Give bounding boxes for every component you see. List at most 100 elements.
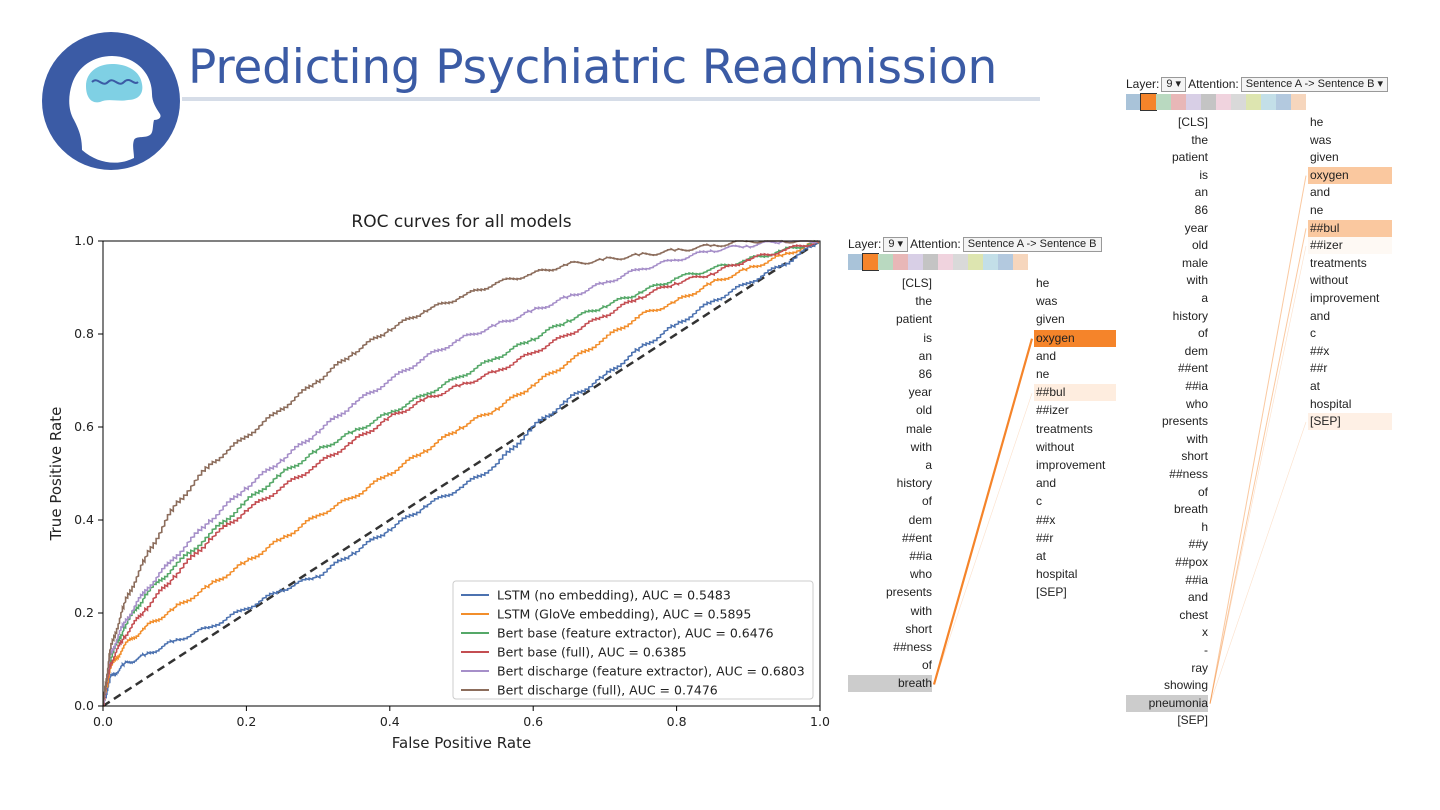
left-token[interactable]: 86: [918, 367, 932, 381]
right-token[interactable]: c: [1310, 326, 1316, 341]
right-token[interactable]: ##x: [1310, 343, 1330, 358]
left-token[interactable]: is: [923, 330, 932, 345]
right-token[interactable]: he: [1036, 276, 1050, 290]
attention-head-swatch[interactable]: [1261, 94, 1276, 110]
left-token[interactable]: with: [910, 603, 932, 618]
layer-select[interactable]: 9 ▾: [1161, 77, 1187, 93]
left-token[interactable]: showing: [1163, 678, 1208, 693]
right-token[interactable]: ##izer: [1036, 403, 1069, 418]
attention-head-swatch[interactable]: [938, 254, 953, 270]
left-token[interactable]: ##ent: [1177, 361, 1208, 376]
left-token[interactable]: x: [1202, 625, 1208, 640]
right-token[interactable]: hospital: [1310, 396, 1352, 411]
right-token[interactable]: ##bul: [1034, 384, 1116, 402]
attention-head-swatch[interactable]: [1216, 94, 1231, 110]
left-token[interactable]: breath: [1173, 502, 1208, 517]
attention-head-swatch[interactable]: [878, 254, 893, 270]
left-token[interactable]: ##pox: [1175, 555, 1208, 569]
left-token[interactable]: with: [1186, 273, 1208, 288]
left-token[interactable]: [CLS]: [1177, 115, 1208, 129]
left-token[interactable]: a: [1201, 291, 1208, 305]
right-token[interactable]: he: [1310, 115, 1324, 129]
attention-head-swatch[interactable]: [923, 254, 938, 270]
right-token[interactable]: was: [1310, 132, 1332, 147]
left-token[interactable]: dem: [1184, 343, 1208, 358]
left-token[interactable]: ##ia: [909, 549, 932, 563]
right-token[interactable]: hospital: [1036, 567, 1078, 582]
left-token[interactable]: of: [1197, 484, 1208, 499]
right-token[interactable]: and: [1310, 308, 1331, 323]
left-token[interactable]: and: [1187, 590, 1208, 605]
left-token[interactable]: male: [905, 421, 932, 436]
left-token[interactable]: ##ia: [1185, 572, 1208, 587]
left-token[interactable]: year: [1184, 220, 1208, 235]
left-token[interactable]: with: [910, 439, 932, 454]
attention-head-swatch[interactable]: [1013, 254, 1028, 270]
attention-head-swatch[interactable]: [1246, 94, 1261, 110]
left-token[interactable]: old: [1191, 238, 1208, 253]
right-token[interactable]: ##x: [1036, 512, 1056, 527]
left-token[interactable]: of: [921, 494, 932, 509]
left-token[interactable]: presents: [885, 585, 932, 600]
layer-select[interactable]: 9 ▾: [883, 237, 909, 253]
left-token[interactable]: the: [915, 294, 932, 309]
right-token[interactable]: oxygen: [1034, 329, 1116, 347]
attention-head-swatch[interactable]: [1156, 94, 1171, 110]
attention-select[interactable]: Sentence A -> Sentence B: [962, 237, 1102, 253]
left-token[interactable]: a: [925, 458, 932, 472]
attention-head-swatch[interactable]: [998, 254, 1013, 270]
attention-head-swatch[interactable]: [1186, 94, 1201, 110]
right-token[interactable]: ##bul: [1308, 219, 1392, 237]
left-token[interactable]: of: [1197, 326, 1208, 341]
left-token[interactable]: presents: [1161, 414, 1208, 429]
attention-head-swatch[interactable]: [893, 254, 908, 270]
left-token[interactable]: an: [918, 348, 932, 363]
left-token[interactable]: patient: [1171, 150, 1208, 165]
right-token[interactable]: [SEP]: [1308, 413, 1392, 431]
attention-head-swatch[interactable]: [1140, 93, 1157, 111]
right-token[interactable]: and: [1036, 476, 1057, 491]
attention-select[interactable]: Sentence A -> Sentence B ▾: [1240, 77, 1389, 93]
left-token[interactable]: breath: [848, 675, 932, 693]
left-token[interactable]: dem: [908, 512, 932, 527]
left-token[interactable]: h: [1201, 519, 1208, 534]
right-token[interactable]: without: [1036, 439, 1075, 454]
left-token[interactable]: short: [905, 621, 932, 636]
left-token[interactable]: short: [1181, 449, 1208, 464]
left-token[interactable]: year: [908, 385, 932, 400]
attention-head-swatch[interactable]: [983, 254, 998, 270]
right-token[interactable]: treatments: [1036, 421, 1093, 436]
right-token[interactable]: and: [1036, 348, 1057, 363]
left-token[interactable]: [SEP]: [1177, 713, 1208, 728]
right-token[interactable]: ##izer: [1308, 237, 1392, 255]
attention-head-swatch[interactable]: [862, 253, 879, 271]
attention-head-swatch[interactable]: [1201, 94, 1216, 110]
left-token[interactable]: is: [1199, 167, 1208, 182]
right-token[interactable]: given: [1036, 312, 1065, 327]
left-token[interactable]: patient: [895, 312, 932, 327]
attention-head-swatch[interactable]: [953, 254, 968, 270]
left-token[interactable]: chest: [1179, 607, 1208, 622]
right-token[interactable]: c: [1036, 494, 1042, 509]
left-token[interactable]: who: [909, 567, 932, 582]
left-token[interactable]: of: [921, 658, 932, 673]
right-token[interactable]: was: [1036, 294, 1058, 309]
right-token[interactable]: ##r: [1310, 361, 1328, 376]
right-token[interactable]: at: [1310, 379, 1321, 393]
attention-head-swatch[interactable]: [848, 254, 863, 270]
left-token[interactable]: the: [1191, 132, 1208, 147]
left-token[interactable]: ray: [1191, 660, 1208, 675]
right-token[interactable]: improvement: [1310, 291, 1380, 305]
right-token[interactable]: ne: [1310, 203, 1324, 217]
attention-head-swatch[interactable]: [908, 254, 923, 270]
right-token[interactable]: and: [1310, 185, 1331, 200]
left-token[interactable]: ##ent: [901, 530, 932, 545]
right-token[interactable]: treatments: [1310, 255, 1367, 270]
left-token[interactable]: ##ia: [1185, 379, 1208, 393]
right-token[interactable]: ##r: [1036, 530, 1054, 545]
left-token[interactable]: an: [1194, 185, 1208, 200]
attention-head-swatch[interactable]: [968, 254, 983, 270]
left-token[interactable]: ##ness: [1169, 467, 1208, 481]
attention-head-swatch[interactable]: [1291, 94, 1306, 110]
right-token[interactable]: oxygen: [1308, 166, 1392, 184]
